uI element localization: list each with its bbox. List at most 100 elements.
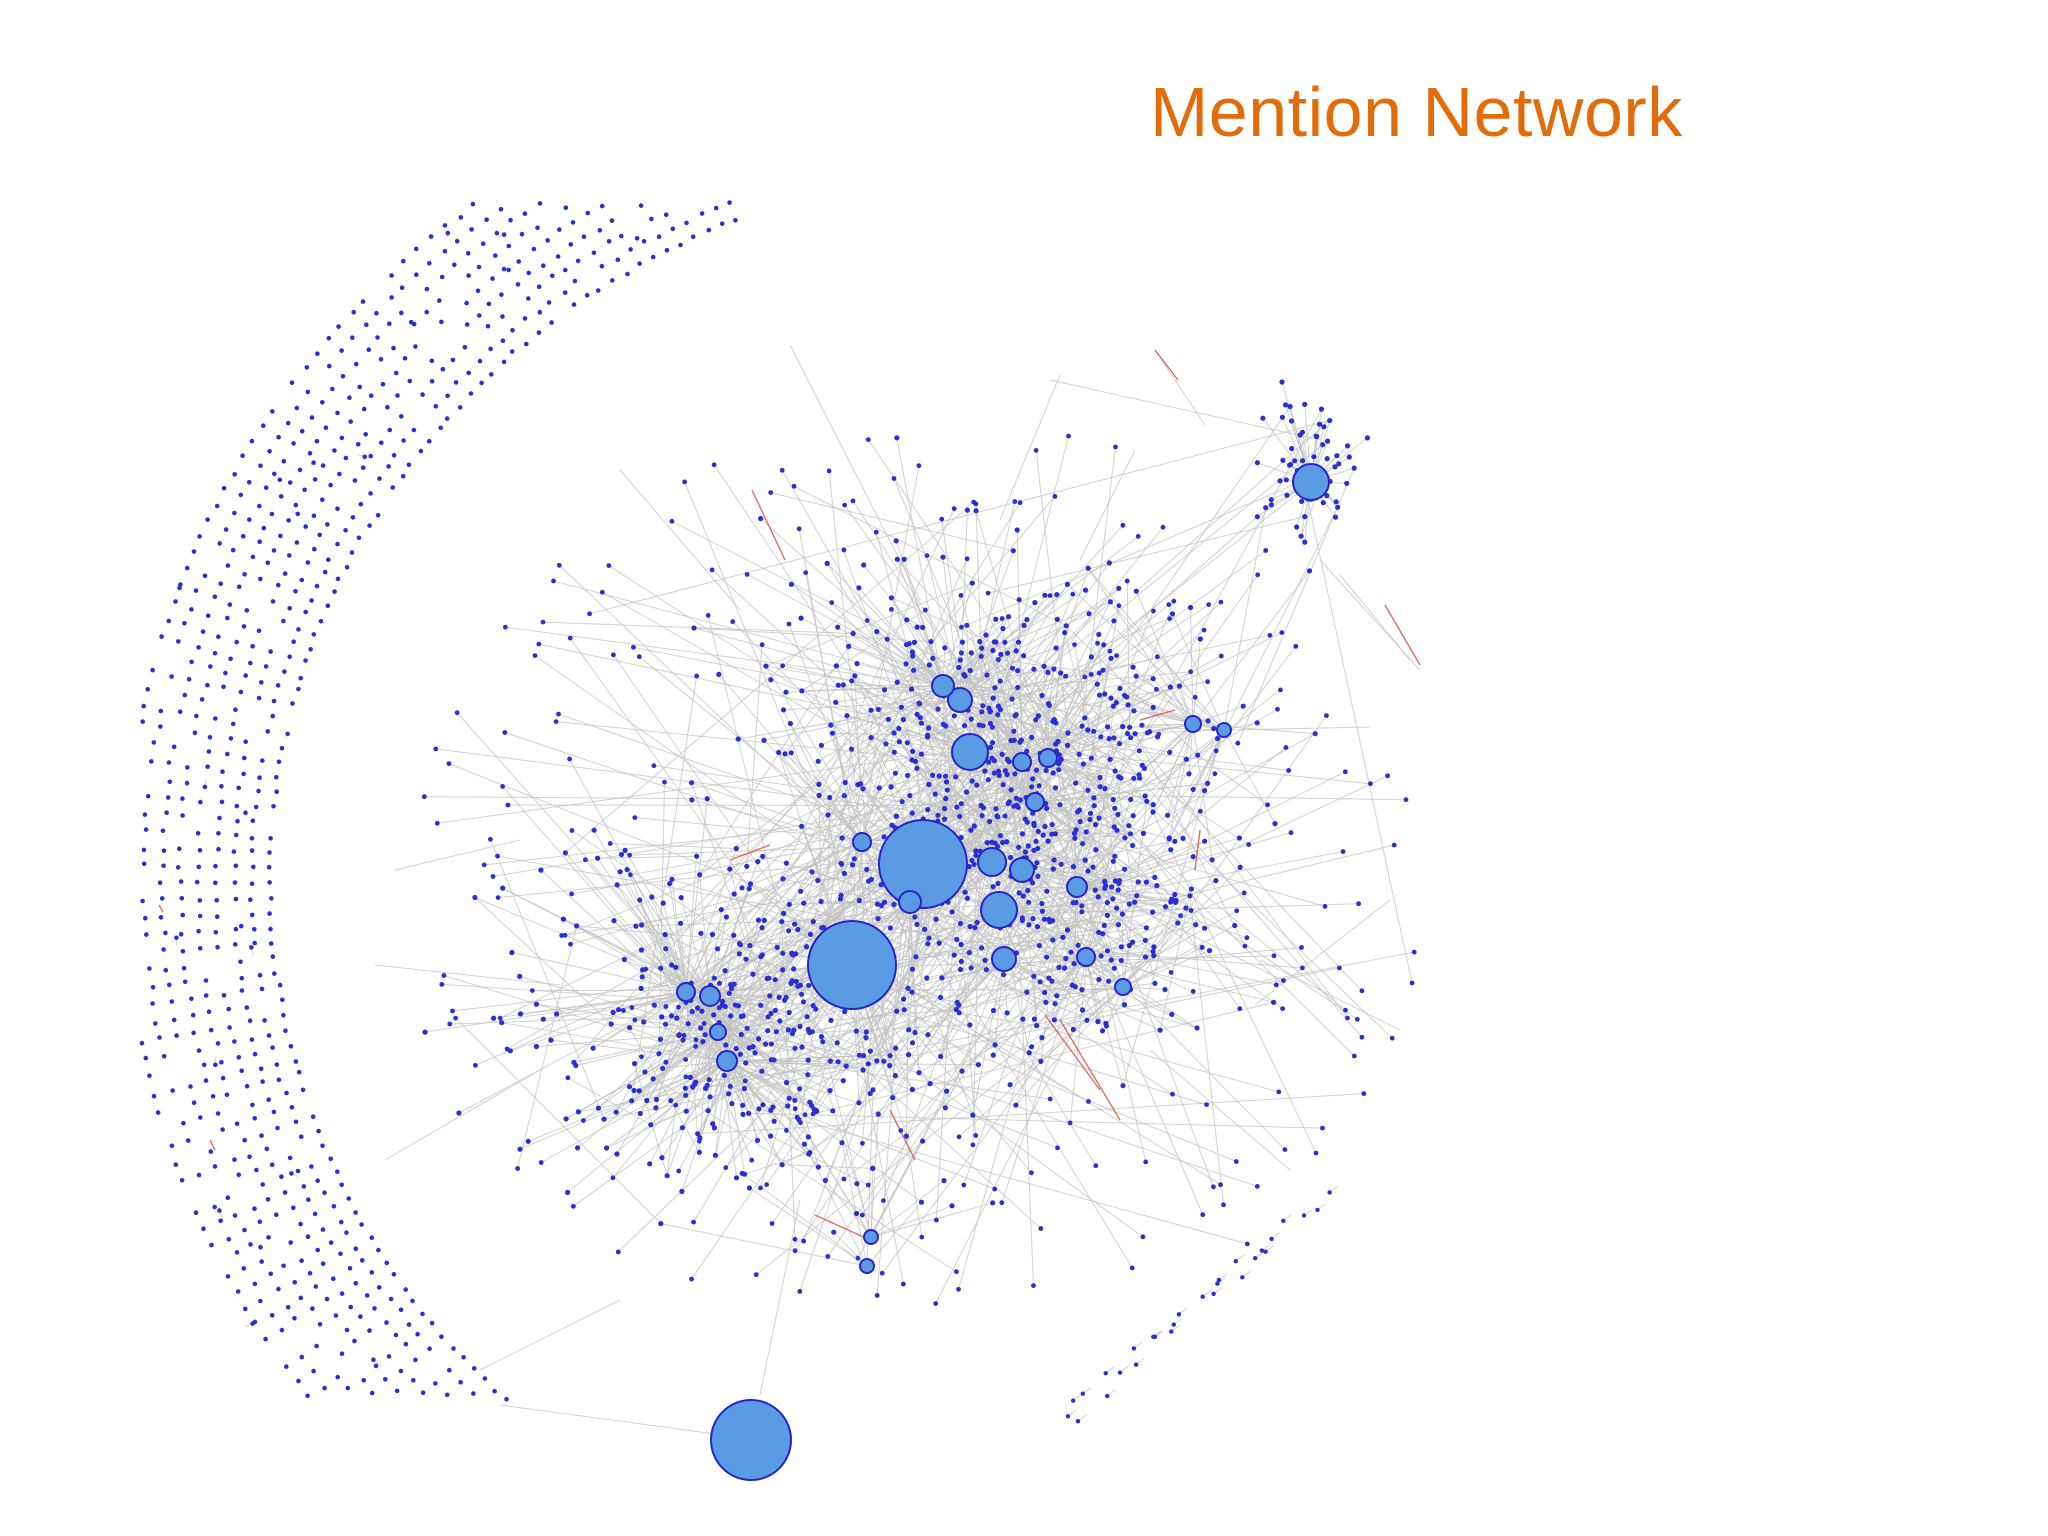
network-isolate-node	[246, 480, 252, 485]
network-node	[1079, 903, 1085, 909]
network-node	[1321, 424, 1327, 430]
network-node	[972, 925, 978, 931]
network-node	[1040, 832, 1046, 838]
network-isolate-node	[311, 1368, 316, 1374]
network-node	[1053, 645, 1059, 651]
network-isolate-node	[257, 973, 263, 978]
network-isolate-node	[287, 1155, 293, 1161]
network-isolate-node	[235, 1289, 241, 1294]
network-isolate-node	[238, 959, 243, 965]
network-isolate-node	[270, 713, 276, 719]
network-isolate-node	[311, 632, 317, 637]
network-isolate-node	[466, 273, 471, 278]
network-node	[743, 956, 749, 962]
network-isolate-node	[288, 1044, 294, 1049]
network-node	[980, 723, 986, 729]
network-node	[1187, 893, 1193, 899]
network-node	[874, 901, 881, 907]
network-node	[1409, 980, 1415, 986]
network-node	[954, 1269, 959, 1275]
network-isolate-node	[264, 1146, 270, 1152]
network-node	[1246, 842, 1252, 847]
network-isolate-node	[275, 1125, 280, 1131]
network-node	[1218, 599, 1224, 605]
network-node	[992, 1186, 998, 1192]
network-node	[1151, 944, 1157, 950]
network-node	[606, 563, 612, 568]
network-node	[1254, 1184, 1260, 1189]
network-node	[610, 1009, 616, 1016]
network-node	[1017, 739, 1023, 745]
network-isolate-node	[266, 1033, 272, 1038]
network-isolate-node	[634, 236, 640, 241]
network-isolate-node	[307, 451, 313, 456]
network-node	[997, 678, 1003, 684]
network-isolate-node	[376, 1247, 381, 1253]
network-isolate-node	[340, 374, 346, 379]
network-node	[835, 682, 841, 688]
network-hub-node	[676, 982, 696, 1002]
network-node	[1051, 716, 1057, 723]
network-isolate-node	[360, 299, 366, 304]
network-node	[916, 701, 923, 707]
network-node	[689, 797, 695, 803]
network-isolate-node	[368, 491, 373, 496]
network-node	[1232, 922, 1238, 929]
network-isolate-node	[242, 755, 247, 761]
network-isolate-node	[278, 494, 284, 499]
network-isolate-node	[259, 1259, 265, 1264]
network-node	[1025, 843, 1031, 849]
network-isolate-node	[282, 1190, 288, 1195]
network-node	[1010, 548, 1016, 554]
network-edge	[1035, 550, 1266, 721]
network-isolate-node	[220, 1075, 226, 1081]
network-node	[925, 941, 931, 947]
network-node	[954, 936, 960, 943]
network-isolate-node	[699, 211, 705, 216]
network-node	[1205, 780, 1211, 787]
network-node	[789, 1030, 796, 1037]
network-isolate-node	[184, 780, 190, 786]
network-isolate-node	[377, 476, 382, 481]
network-node	[765, 1014, 771, 1020]
network-isolate-node	[252, 1116, 257, 1121]
network-node	[825, 1254, 831, 1259]
network-node	[733, 845, 739, 852]
network-node	[441, 973, 447, 978]
network-node	[935, 706, 941, 712]
network-edge	[641, 924, 687, 993]
network-node	[643, 966, 649, 972]
network-isolate-node	[220, 769, 225, 774]
network-isolate-node	[280, 997, 285, 1003]
network-node	[1088, 755, 1094, 761]
network-hub-node	[1292, 463, 1330, 501]
network-edge	[1079, 753, 1371, 785]
network-node	[791, 483, 797, 489]
network-node	[1356, 901, 1361, 907]
network-node	[1254, 720, 1260, 726]
network-node	[859, 1212, 865, 1218]
network-node	[1111, 618, 1117, 624]
network-node	[985, 777, 991, 783]
network-node	[1120, 723, 1126, 730]
network-edge	[517, 925, 578, 1169]
network-node	[669, 518, 675, 524]
network-node	[1150, 676, 1156, 682]
network-node	[1340, 849, 1346, 854]
network-node	[551, 578, 556, 584]
network-isolate-node	[269, 1162, 275, 1168]
network-isolate-node	[259, 680, 264, 685]
network-node	[473, 1062, 478, 1068]
network-node	[422, 1029, 428, 1035]
network-isolate-node	[498, 206, 504, 212]
network-edge	[744, 1152, 811, 1175]
network-isolate-node	[437, 298, 442, 303]
network-node	[857, 781, 864, 787]
network-node	[840, 1078, 846, 1084]
network-edge	[692, 604, 1170, 992]
network-node	[1072, 835, 1078, 841]
network-isolate-node	[218, 1218, 223, 1224]
network-node	[1082, 674, 1088, 680]
network-edge	[650, 892, 1245, 1126]
network-isolate-node	[268, 649, 273, 654]
